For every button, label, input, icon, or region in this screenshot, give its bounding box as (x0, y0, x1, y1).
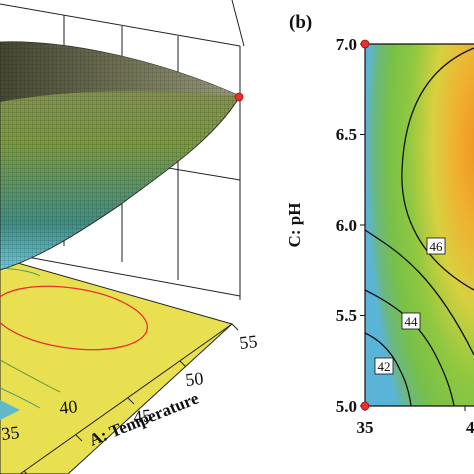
contour-label-46: 46 (426, 237, 446, 255)
floor-contour (0, 359, 61, 393)
contour-panel: (b) 46 44 42 (285, 12, 474, 437)
y-axis-label: C: pH (285, 203, 304, 248)
floor-contour (0, 387, 41, 409)
floor-contour (0, 285, 149, 351)
y-ticks (360, 43, 365, 407)
x-ticks (364, 406, 466, 411)
y-tick-label: 7.0 (336, 35, 357, 54)
contour-label-42: 42 (374, 357, 394, 375)
floor-low-region (0, 400, 20, 420)
x-tick-label: 45 (132, 405, 152, 427)
contour-label: 44 (405, 314, 419, 329)
contour-line (401, 47, 474, 291)
contour-label-44: 44 (401, 312, 421, 330)
design-point (234, 92, 244, 102)
y-tick-label: 5.0 (336, 397, 357, 416)
contour-label: 42 (378, 359, 391, 374)
design-point (360, 39, 370, 49)
x-tick-label: 40 (58, 396, 78, 418)
contour-fill (365, 44, 474, 406)
contour-label: 46 (430, 239, 444, 254)
x-ticks (23, 323, 239, 474)
surface-mesh (0, 41, 240, 102)
x-axis-line (19, 323, 233, 474)
contour-lines (365, 47, 474, 406)
design-point (360, 401, 370, 411)
x-tick-label: 35 (357, 418, 374, 437)
surface-panel (0, 0, 245, 474)
x-tick-label: 4 (466, 418, 474, 437)
x-tick-label: 35 (0, 422, 20, 444)
y-tick-label: 6.0 (336, 216, 357, 235)
floor-plane (0, 257, 233, 474)
x-tick-label: 50 (184, 368, 204, 390)
surface-mesh (0, 41, 240, 270)
contour-line (365, 332, 412, 406)
x-tick-label: 55 (238, 331, 258, 353)
y-tick-label: 5.5 (336, 306, 357, 325)
contour-line (365, 289, 455, 406)
contour-line (365, 229, 474, 356)
panel-label: (b) (289, 12, 312, 33)
y-tick-label: 6.5 (336, 125, 357, 144)
